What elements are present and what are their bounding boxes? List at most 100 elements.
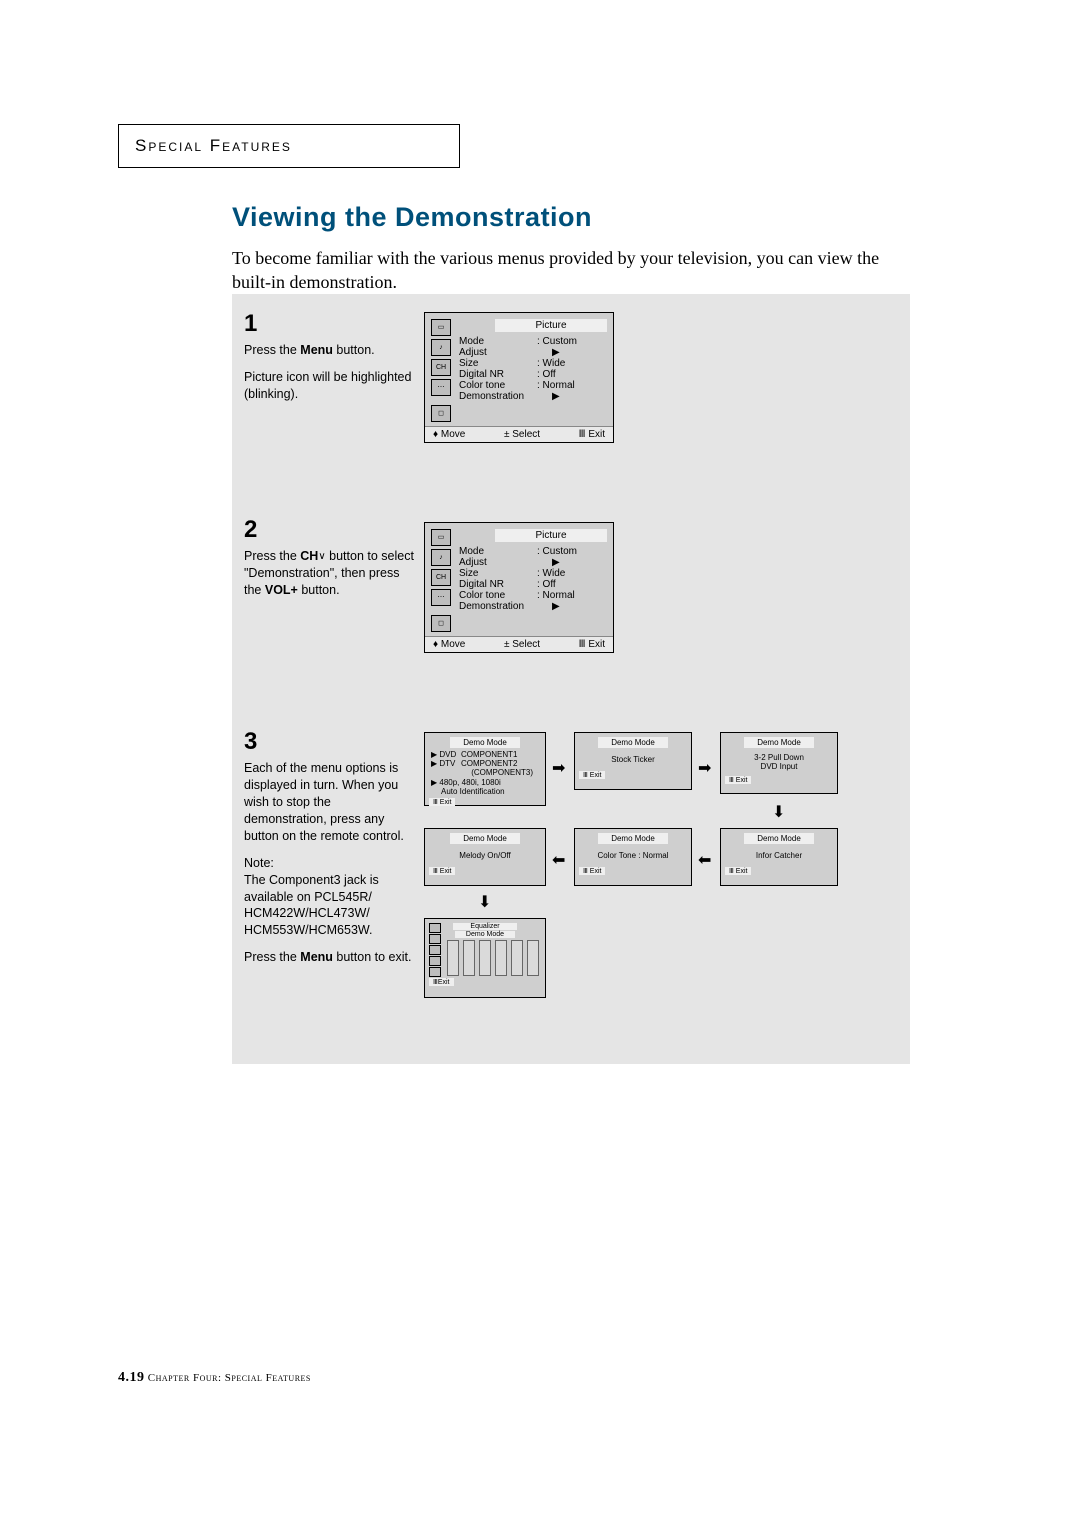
v: ▶ — [537, 391, 607, 402]
k: Adjust — [459, 557, 537, 568]
footer-exit: Ⅲ Exit — [579, 639, 605, 650]
eq-sub: Demo Mode — [455, 931, 515, 938]
t: button. — [298, 583, 340, 597]
step2-text: 2 Press the CH∨ button to select "Demons… — [244, 514, 414, 599]
step1-number: 1 — [244, 308, 414, 340]
pip-icon: ◻ — [431, 405, 451, 422]
osd-icon-strip: ▭ ♪ CH ⋯ ◻ — [431, 529, 451, 632]
section-header-box: Special Features — [118, 124, 460, 168]
arrow-left-icon: ⬅ — [552, 850, 565, 870]
arrow-right-icon: ➡ — [698, 758, 711, 778]
step3-line2: Press the Menu button to exit. — [244, 949, 414, 966]
arrow-right-icon: ➡ — [552, 758, 565, 778]
k: Digital NR — [459, 579, 537, 590]
t: VOL+ — [265, 583, 298, 597]
k: Adjust — [459, 347, 537, 358]
section-header-text: Special Features — [135, 136, 292, 156]
k: Digital NR — [459, 369, 537, 380]
osd-panel-2: ▭ ♪ CH ⋯ ◻ Picture Mode: Custom Adjust▶ … — [424, 522, 614, 653]
footer-select: ± Select — [504, 639, 540, 650]
footer-text: Chapter Four: Special Features — [148, 1372, 311, 1384]
demo-box-equalizer: Equalizer Demo Mode ⅢExit — [424, 918, 546, 998]
demo-box-pulldown: Demo Mode 3-2 Pull Down DVD Input Ⅲ Exit — [720, 732, 838, 794]
demo-box-infor: Demo Mode Infor Catcher Ⅲ Exit — [720, 828, 838, 886]
t: ▶ DTV — [431, 759, 461, 768]
demo-title: Demo Mode — [744, 833, 814, 844]
demo-exit: Ⅲ Exit — [579, 771, 605, 779]
v: : Wide — [537, 568, 607, 579]
eq-bars — [425, 940, 545, 976]
sound-icon: ♪ — [431, 339, 451, 356]
eq-title: Equalizer — [453, 923, 517, 930]
footer-select: ± Select — [504, 429, 540, 440]
arrow-down-icon: ⬇ — [772, 802, 785, 822]
demo-title: Demo Mode — [598, 737, 668, 748]
demo-exit: Ⅲ Exit — [429, 867, 455, 875]
k: Color tone — [459, 380, 537, 391]
demo-exit: ⅢExit — [429, 978, 454, 986]
t: 3-2 Pull Down — [721, 753, 837, 762]
t: COMPONENT1 — [461, 750, 517, 759]
t: button to exit. — [333, 950, 412, 964]
setup-icon: ⋯ — [431, 589, 451, 606]
step3-text: 3 Each of the menu options is displayed … — [244, 726, 414, 966]
step1-line1: Press the Menu button. — [244, 342, 414, 359]
arrow-left-icon: ⬅ — [698, 850, 711, 870]
osd-title: Picture — [495, 319, 607, 332]
t: button. — [333, 343, 375, 357]
channel-icon: CH — [431, 359, 451, 376]
v: : Off — [537, 369, 607, 380]
t: Press the — [244, 549, 300, 563]
k: Size — [459, 568, 537, 579]
step1-text: 1 Press the Menu button. Picture icon wi… — [244, 308, 414, 403]
demo-title: Demo Mode — [598, 833, 668, 844]
t: (COMPONENT3) — [431, 768, 539, 777]
t: ▶ 480p, 480i, 1080i — [431, 778, 539, 787]
footer-move: ♦ Move — [433, 429, 465, 440]
pip-icon: ◻ — [431, 615, 451, 632]
page-footer: 4.19 Chapter Four: Special Features — [118, 1370, 311, 1386]
osd-title: Picture — [495, 529, 607, 542]
picture-icon: ▭ — [431, 319, 451, 336]
osd-rows: Mode: Custom Adjust▶ Size: Wide Digital … — [459, 546, 607, 612]
v: : Custom — [537, 546, 607, 557]
v: ▶ — [537, 347, 607, 358]
t: Menu — [300, 950, 333, 964]
v: ▶ — [537, 557, 607, 568]
picture-icon: ▭ — [431, 529, 451, 546]
v: : Custom — [537, 336, 607, 347]
v: : Normal — [537, 380, 607, 391]
page-title: Viewing the Demonstration — [232, 202, 592, 233]
t: DVD Input — [721, 762, 837, 771]
demo-box-stock: Demo Mode Stock Ticker Ⅲ Exit — [574, 732, 692, 790]
demo-body: Stock Ticker — [575, 750, 691, 769]
t: COMPONENT2 — [461, 759, 517, 768]
osd-rows: Mode: Custom Adjust▶ Size: Wide Digital … — [459, 336, 607, 402]
step3-note-label: Note: — [244, 855, 414, 872]
v: : Off — [537, 579, 607, 590]
demo-body: Infor Catcher — [721, 846, 837, 865]
demo-title: Demo Mode — [450, 833, 520, 844]
eq-icon-strip — [429, 923, 441, 977]
k: Size — [459, 358, 537, 369]
footer-move: ♦ Move — [433, 639, 465, 650]
demo-box-inputs: Demo Mode ▶ DVDCOMPONENT1 ▶ DTVCOMPONENT… — [424, 732, 546, 806]
t: Menu — [300, 343, 333, 357]
v: : Wide — [537, 358, 607, 369]
step3-line1: Each of the menu options is displayed in… — [244, 760, 414, 844]
arrow-down-icon: ⬇ — [478, 892, 491, 912]
demo-exit: Ⅲ Exit — [579, 867, 605, 875]
setup-icon: ⋯ — [431, 379, 451, 396]
k: Mode — [459, 336, 537, 347]
demo-exit: Ⅲ Exit — [725, 776, 751, 784]
step2-line1: Press the CH∨ button to select "Demonstr… — [244, 548, 414, 599]
k: Color tone — [459, 590, 537, 601]
t: Press the — [244, 343, 300, 357]
t: CH — [300, 549, 318, 563]
demo-title: Demo Mode — [450, 737, 520, 748]
demo-exit: Ⅲ Exit — [725, 867, 751, 875]
demo-exit: Ⅲ Exit — [429, 798, 455, 806]
v: : Normal — [537, 590, 607, 601]
steps-region: 1 Press the Menu button. Picture icon wi… — [232, 294, 910, 1064]
step3-note: The Component3 jack is available on PCL5… — [244, 872, 414, 940]
